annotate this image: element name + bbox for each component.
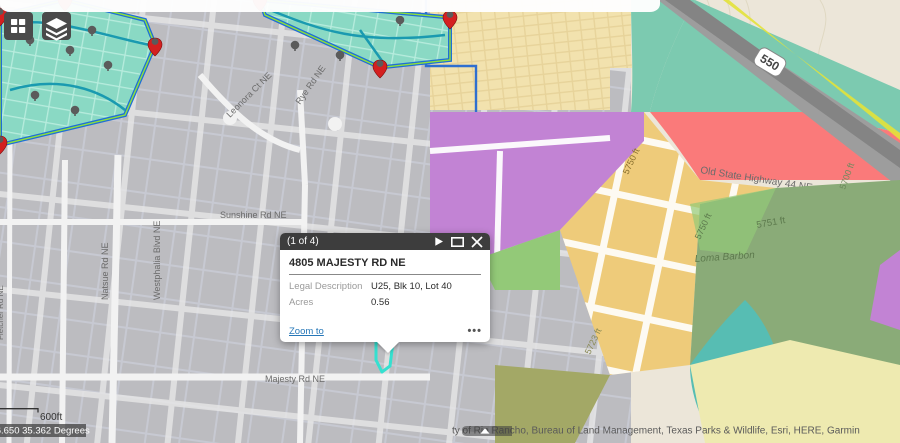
svg-text:ty of Rio Rancho, Bureau of La: ty of Rio Rancho, Bureau of Land Managem… [452, 426, 860, 437]
svg-text:Natsue Rd NE: Natsue Rd NE [100, 242, 110, 300]
svg-text:Majesty Rd NE: Majesty Rd NE [265, 374, 325, 384]
svg-text:Sunshine Rd NE: Sunshine Rd NE [220, 210, 287, 220]
svg-text:600ft: 600ft [40, 412, 62, 423]
svg-text:Fletcher Rd NE: Fletcher Rd NE [0, 285, 5, 340]
svg-text:-106.650 35.362 Degrees: -106.650 35.362 Degrees [0, 426, 90, 437]
svg-text:Westphalia Blvd NE: Westphalia Blvd NE [152, 221, 162, 300]
